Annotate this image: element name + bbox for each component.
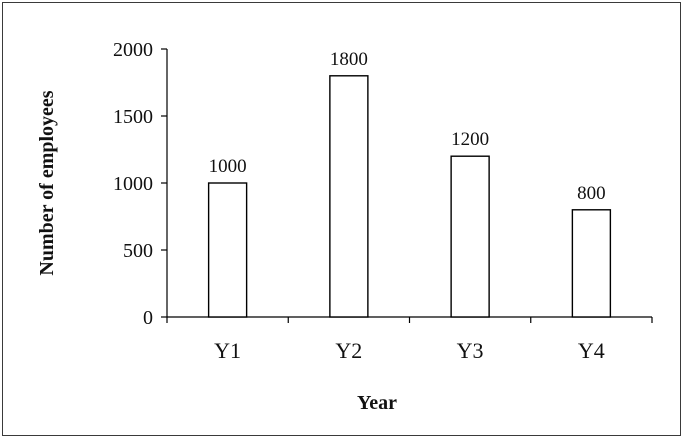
x-tick-label: Y4 bbox=[578, 338, 605, 363]
x-tick-label: Y2 bbox=[335, 338, 362, 363]
bar-y3 bbox=[450, 155, 490, 318]
y-tick-label: 500 bbox=[123, 240, 153, 262]
bars bbox=[207, 75, 612, 318]
y-tick-label: 1000 bbox=[113, 173, 153, 195]
x-axis-title: Year bbox=[357, 392, 397, 414]
y-tick-label: 2000 bbox=[113, 39, 153, 61]
data-label-y4: 800 bbox=[577, 183, 606, 204]
data-label-y3: 1200 bbox=[451, 129, 489, 150]
x-tick-label: Y1 bbox=[214, 338, 241, 363]
bar-y2 bbox=[329, 75, 369, 318]
bar-y1 bbox=[207, 182, 248, 318]
data-label-y2: 1800 bbox=[330, 49, 368, 70]
y-axis: 0 500 1000 1500 2000 bbox=[113, 39, 168, 329]
y-tick-label: 1500 bbox=[113, 106, 153, 128]
x-axis: Y1 Y2 Y3 Y4 bbox=[166, 316, 653, 363]
y-tick-label: 0 bbox=[143, 307, 153, 329]
y-axis-title: Number of employees bbox=[36, 90, 58, 275]
data-label-y1: 1000 bbox=[209, 156, 247, 177]
data-labels: 1000 1800 1200 800 bbox=[209, 49, 606, 204]
bar-y4 bbox=[571, 209, 612, 318]
x-tick-label: Y3 bbox=[457, 338, 484, 363]
